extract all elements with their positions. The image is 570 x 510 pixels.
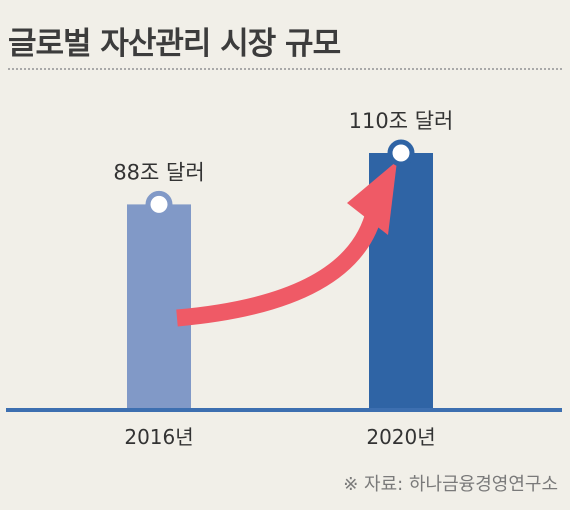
source-note: ※ 자료: 하나금융경영연구소 — [343, 474, 558, 495]
category-label-1: 2020년 — [366, 425, 435, 449]
chart-title: 글로벌 자산관리 시장 규모 — [8, 26, 341, 62]
value-marker-0 — [145, 190, 173, 218]
value-label-0: 88조 달러 — [113, 160, 204, 184]
title-divider — [8, 68, 562, 70]
category-label-0: 2016년 — [124, 425, 193, 449]
value-marker-1 — [387, 139, 415, 167]
value-label-1: 110조 달러 — [349, 109, 454, 133]
bar-0 — [127, 204, 191, 410]
growth-arrow-shaft — [176, 214, 382, 327]
bar-chart: 88조 달러 110조 달러 2016년 2020년 — [6, 109, 562, 449]
growth-arrow-head — [347, 161, 397, 235]
